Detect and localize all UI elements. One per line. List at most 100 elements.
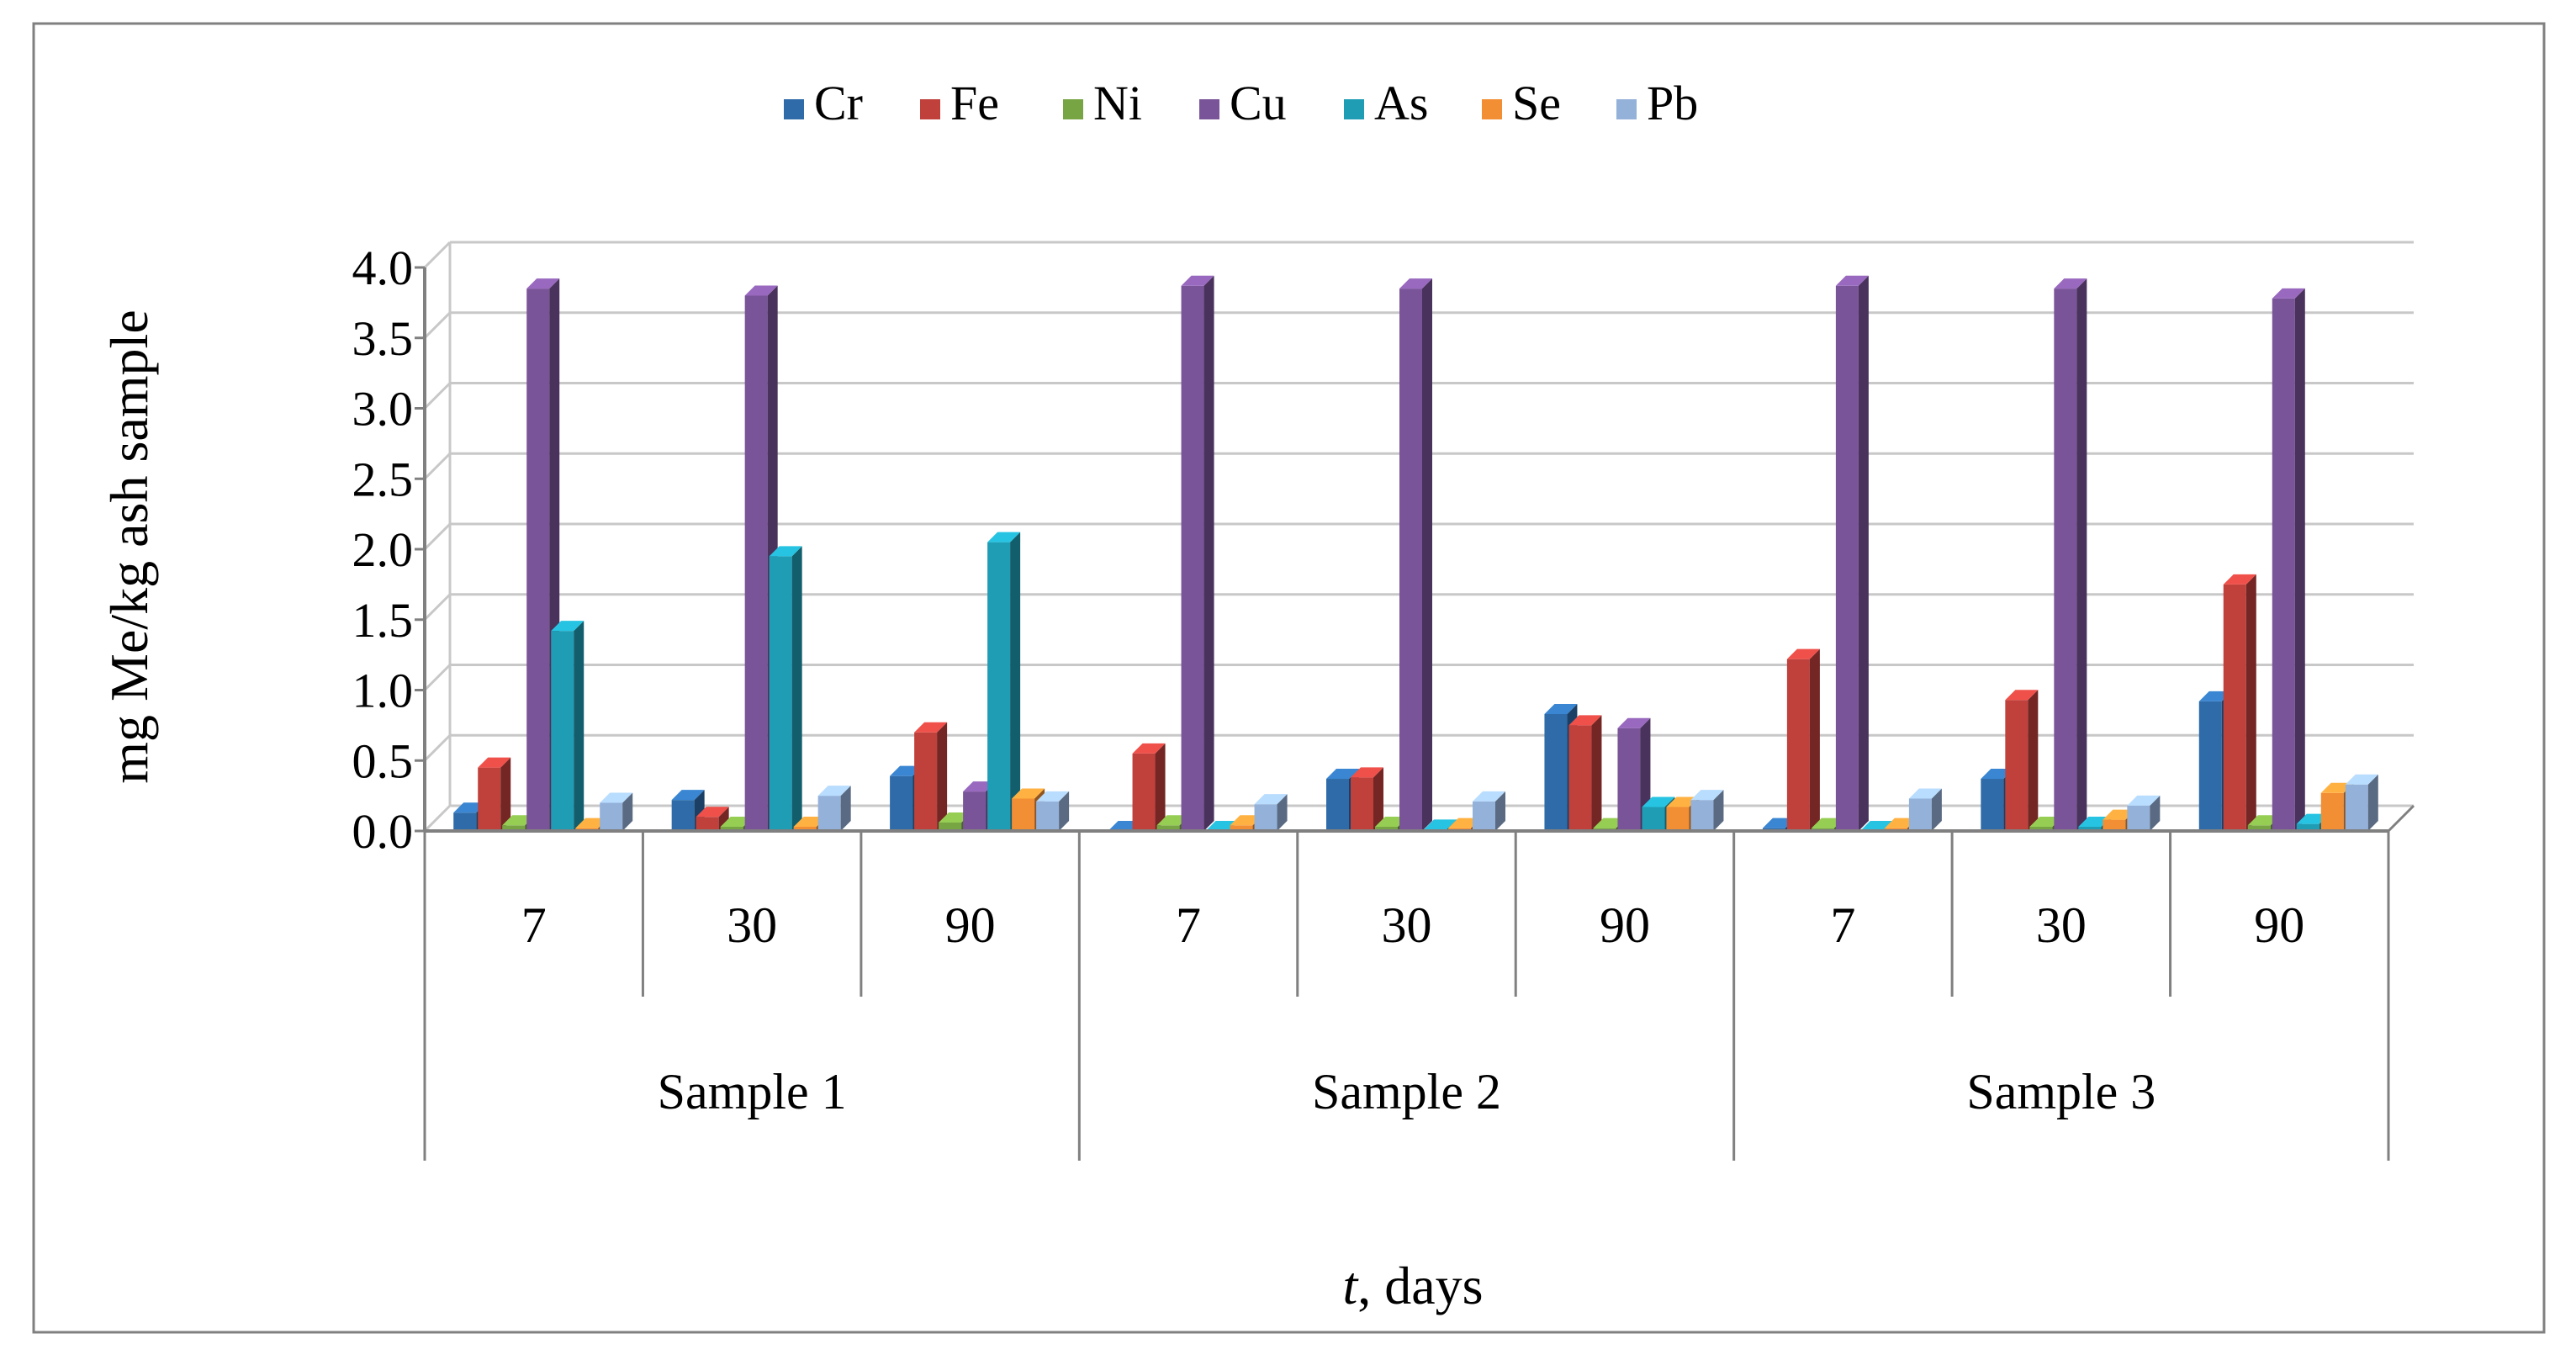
y-tick-label: 2.5 [352,452,414,506]
legend-swatch [784,99,804,119]
bar-as-2 [987,532,1021,831]
bar-top [600,792,633,803]
x-category-label: 90 [1600,897,1650,953]
bar-top [1642,796,1675,807]
bar-top [744,285,778,296]
bar-front [2198,701,2222,831]
bar-cu-3 [1181,275,1214,831]
y-tick-label: 4.0 [352,241,414,295]
bar-front [1786,659,1810,831]
bar-side [1422,278,1432,831]
bar-top [2272,288,2305,299]
legend-swatch [1199,99,1219,119]
y-tick-label: 1.5 [352,593,414,648]
bar-side [1010,532,1021,831]
bars-layer [453,275,2378,832]
bar-fe-0 [478,757,511,831]
y-tick-label: 3.0 [352,382,414,437]
bar-cu-6 [1835,275,1869,831]
y-tick-label: 1.0 [352,664,414,718]
x-category-label: 90 [2254,897,2304,953]
legend: Cr Fe Ni Cu As Se Pb [784,76,1698,130]
bar-front [502,825,526,831]
bar-front [1544,713,1568,831]
bar-front [1981,779,2004,831]
legend-swatch [920,99,940,119]
bar-top [1908,788,1942,799]
bar-top [1181,275,1214,286]
bar-front [987,542,1011,831]
legend-swatch [1482,99,1502,119]
legend-label: Cr [814,76,863,130]
bar-side [1155,743,1166,831]
bar-front [696,817,719,831]
bar-top [2223,574,2256,585]
bar-front [2345,784,2368,831]
legend-label: Fe [950,76,999,130]
gridline-diag-4 [423,522,452,551]
bar-front [1351,777,1373,831]
bar-fe-7 [2005,690,2039,831]
bar-top [696,807,729,818]
x-category-label: 7 [1830,897,1855,953]
x-group-label: Sample 2 [1312,1064,1501,1119]
bar-front [2223,584,2246,831]
bar-top [2054,278,2087,289]
bar-front [1666,807,1690,831]
x-category-label: 30 [2036,897,2087,953]
axis-layer [415,266,2415,1161]
bar-front [453,812,477,831]
bar-front [2005,700,2029,831]
bar-side [1858,275,1869,831]
bar-front [817,796,841,831]
legend-label: Pb [1647,76,1698,130]
legend-label: Ni [1093,76,1142,130]
bar-cu-4 [1399,278,1432,831]
bar-side [2028,690,2039,831]
bar-top [2005,690,2039,701]
legend-label: As [1374,76,1428,130]
gridline-diag-8 [423,241,452,269]
bar-side [937,722,948,831]
bar-front [1835,285,1859,831]
bar-side [718,807,729,831]
bar-front [939,822,962,831]
bar-top [1568,715,1602,726]
bar-front [1230,825,1253,831]
bar-side [1591,715,1602,831]
bar-side [1713,790,1724,831]
bar-front [890,775,913,831]
bar-cu-5 [1617,717,1651,831]
x-category-label: 90 [945,897,996,953]
gridline-diag-6 [423,382,452,410]
bar-top [1617,717,1651,728]
bar-se-5 [1666,796,1700,831]
legend-swatch [1344,99,1364,119]
bar-front [1036,801,1060,831]
y-tick-label: 0.0 [352,804,414,859]
bar-pb-0 [600,792,633,831]
x-category-label: 30 [1382,897,1432,953]
bar-side [2150,795,2161,831]
x-group-label: Sample 1 [658,1064,847,1119]
bar-top [987,532,1021,542]
bar-front [2103,819,2126,831]
bar-front [1156,825,1180,831]
bar-fe-4 [1351,767,1383,831]
legend-item-ni: Ni [1063,76,1142,130]
bar-front [551,631,574,831]
bar-front [793,826,817,831]
bar-fe-1 [696,807,729,831]
bar-front [1617,728,1641,831]
bar-front [1568,725,1592,831]
bar-top [1544,703,1578,714]
bar-top [817,786,851,796]
bar-top [1351,767,1383,778]
x-category-label: 7 [1176,897,1201,953]
bar-front [744,295,768,831]
bar-top [1424,819,1457,830]
bar-side [2294,288,2305,832]
bar-side [574,621,584,831]
bar-side [840,786,851,831]
